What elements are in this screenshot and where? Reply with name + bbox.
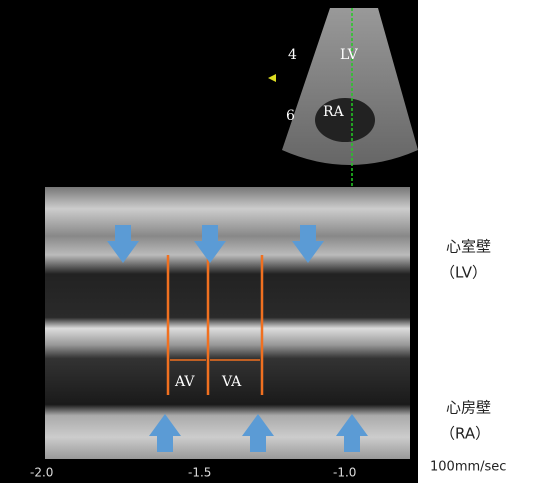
interval-label: VA — [221, 374, 242, 390]
speed-label: 100mm/sec — [430, 460, 506, 475]
time-tick: -2.0 — [30, 466, 53, 480]
time-tick: -1.0 — [333, 466, 356, 480]
legend-abbr: （RA） — [440, 425, 490, 443]
interval-lines — [166, 255, 264, 395]
depth-tick: 6 — [286, 108, 295, 124]
arrows — [107, 225, 368, 452]
time-tick: -1.5 — [188, 466, 211, 480]
mmode-image — [45, 187, 410, 459]
legend-name: 心室壁 — [446, 238, 491, 256]
legend-name: 心房壁 — [446, 399, 491, 417]
focus-marker — [268, 74, 276, 82]
legend-abbr: （LV） — [440, 264, 487, 282]
sector-image — [282, 8, 418, 165]
ra-cavity — [315, 98, 375, 142]
sector-label: LV — [340, 47, 359, 63]
depth-tick: 4 — [288, 47, 297, 63]
sector-label: RA — [323, 104, 345, 120]
interval-label: AV — [174, 374, 195, 390]
